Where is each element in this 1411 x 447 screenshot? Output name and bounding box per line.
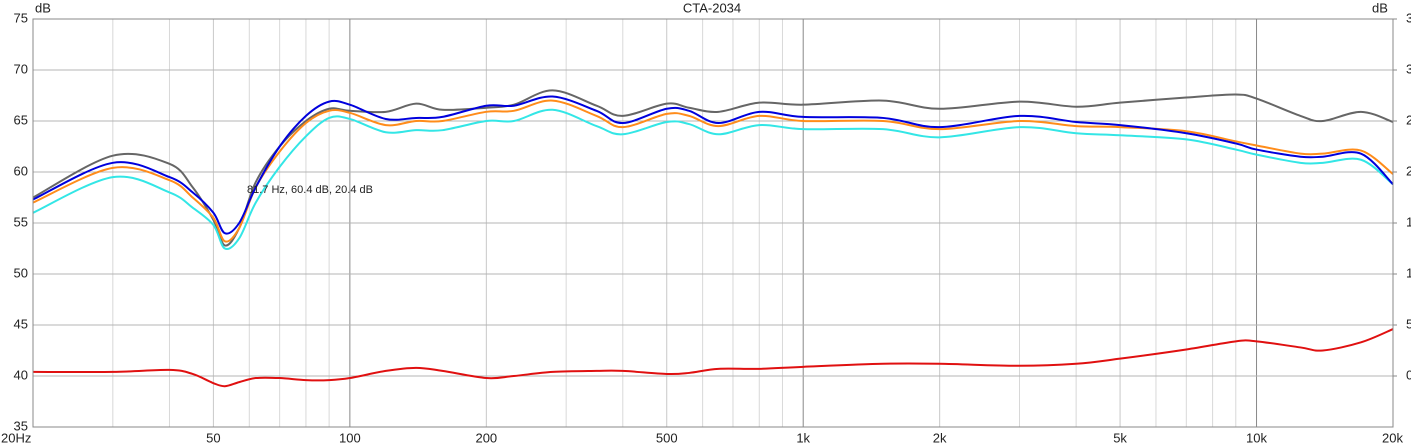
labels: 20Hz 50 100 200 500 1k 2k 5k 10k 20k3540455055606… (1, 10, 1411, 445)
x-tick-label: 2k (933, 430, 947, 445)
y-tick-label: 45 (14, 316, 28, 331)
y-tick-label: 55 (14, 214, 28, 229)
annotation: 81.7 Hz, 60.4 dB, 20.4 dB (247, 184, 373, 196)
y-tick-label: 60 (14, 163, 28, 178)
series-line (32, 99, 1394, 243)
plot (32, 89, 1394, 388)
grid (32, 18, 1394, 428)
plot-frame (32, 18, 1394, 428)
x-tick-label: 5k (1113, 430, 1127, 445)
y2-tick-label: 5 (1406, 316, 1411, 331)
y-tick-label: 40 (14, 367, 28, 382)
y2-tick-label: 20 (1406, 163, 1411, 178)
series-line (32, 108, 1394, 251)
series-line (32, 328, 1394, 388)
y2-tick-label: 0 (1406, 367, 1411, 382)
y-tick-label: 75 (14, 10, 28, 25)
y2-axis-label: dB (1372, 0, 1388, 15)
x-tick-label: 50 (206, 430, 220, 445)
y2-tick-label: 25 (1406, 112, 1411, 127)
y-axis-label: dB (35, 0, 51, 15)
y2-tick-label: 30 (1406, 61, 1411, 76)
y-tick-label: 65 (14, 112, 28, 127)
y-tick-label: 70 (14, 61, 28, 76)
y-tick-label: 35 (14, 418, 28, 433)
x-tick-label: 200 (475, 430, 497, 445)
series-line (32, 95, 1394, 235)
x-tick-label: 20k (1382, 430, 1403, 445)
y2-tick-label: 15 (1406, 214, 1411, 229)
x-tick-label: 1k (796, 430, 810, 445)
y2-tick-label: 10 (1406, 265, 1411, 280)
y2-tick-label: 35 (1406, 10, 1411, 25)
x-tick-label: 500 (656, 430, 678, 445)
chart-title: CTA-2034 (683, 0, 741, 15)
x-tick-label: 20Hz (1, 430, 31, 445)
x-tick-label: 10k (1246, 430, 1267, 445)
y-tick-label: 50 (14, 265, 28, 280)
x-tick-label: 100 (339, 430, 361, 445)
